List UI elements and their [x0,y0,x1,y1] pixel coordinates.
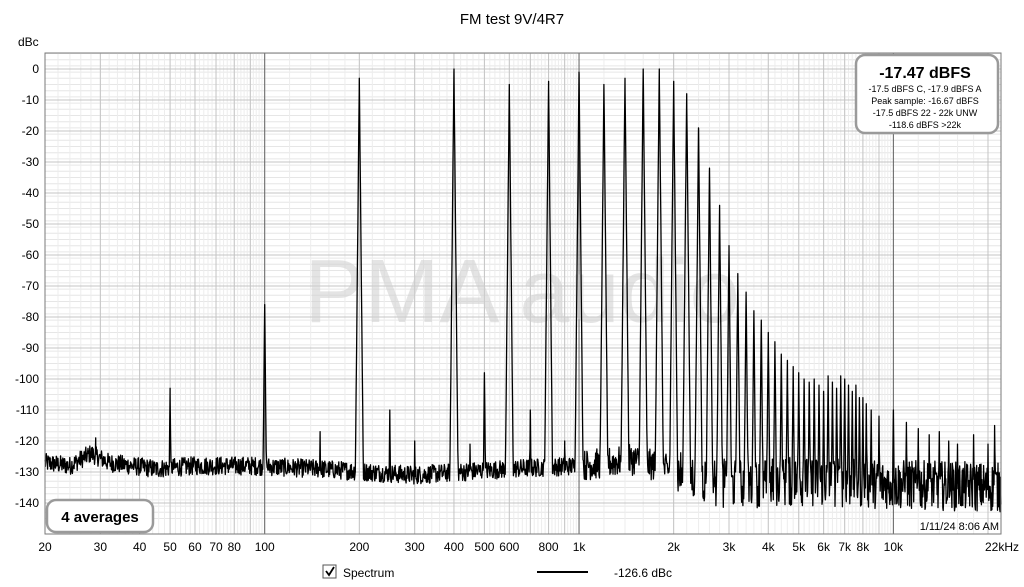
spectrum-series-line [44,68,1002,513]
x-tick-label: 3k [723,540,737,554]
spectrum-checkbox[interactable] [322,564,337,579]
y-tick-label: 0 [32,62,39,76]
level-info-box: -17.47 dBFS -17.5 dBFS C, -17.9 dBFS A P… [854,53,1000,135]
x-tick-label: 80 [228,540,242,554]
x-tick-label: 30 [94,540,108,554]
y-tick-labels: 0 -10 -20 -30 -40 -50 -60 -70 -80 -90 -100 -110 -120… [15,62,39,510]
x-tick-label: 40 [133,540,147,554]
x-tick-label: 100 [255,540,275,554]
y-tick-label: -20 [22,124,40,138]
y-tick-label: -140 [15,496,39,510]
y-tick-label: -60 [22,248,40,262]
x-tick-label: 7k [838,540,852,554]
legend: Spectrum -126.6 dBc [322,564,672,580]
x-tick-label: 600 [499,540,519,554]
y-tick-label: -80 [22,310,40,324]
y-tick-label: -10 [22,93,40,107]
y-tick-label: -130 [15,465,39,479]
check-icon [325,566,335,577]
chart-title: FM test 9V/4R7 [460,11,564,28]
y-tick-label: -50 [22,217,40,231]
y-tick-label: -40 [22,186,40,200]
averages-box: 4 averages [45,498,155,534]
series-layer [44,68,1002,513]
legend-value: -126.6 dBc [614,566,672,580]
level-line-4: -118.6 dBFS >22k [889,120,962,130]
checkbox-box[interactable] [322,564,337,579]
level-line-2: Peak sample: -16.67 dBFS [871,96,979,106]
x-tick-label: 200 [349,540,369,554]
x-tick-label: 5k [792,540,806,554]
x-tick-label: 70 [209,540,223,554]
x-tick-label: 60 [188,540,202,554]
level-main-readout: -17.47 dBFS [879,65,971,82]
y-axis-unit-label: dBc [18,35,39,49]
y-tick-label: -70 [22,279,40,293]
x-tick-label: 50 [163,540,177,554]
x-tick-label: 500 [474,540,494,554]
x-tick-label: 22kHz [985,540,1019,554]
x-tick-label: 300 [405,540,425,554]
y-tick-label: -90 [22,341,40,355]
x-tick-label: 400 [444,540,464,554]
x-tick-label: 6k [817,540,831,554]
timestamp-label: 1/11/24 8:06 AM [920,521,999,533]
x-tick-label: 800 [539,540,559,554]
x-tick-label: 20 [38,540,52,554]
level-info-frame [854,53,1000,135]
watermark: PMA audio [304,242,739,342]
y-tick-label: -30 [22,155,40,169]
averages-frame [45,498,155,534]
x-tick-label: 1k [573,540,587,554]
level-line-1: -17.5 dBFS C, -17.9 dBFS A [868,84,981,94]
averages-label: 4 averages [61,509,139,526]
plot-frame [44,52,1002,535]
y-tick-label: -100 [15,372,39,386]
y-tick-label: -120 [15,434,39,448]
y-tick-label: -110 [16,403,39,417]
x-tick-label: 10k [884,540,904,554]
x-tick-label: 2k [667,540,681,554]
x-tick-label: 4k [762,540,776,554]
x-tick-labels: 20 30 40 50 60 70 80 100 200 300 400 500 600 800 1k 2k 3… [38,540,1019,554]
level-line-3: -17.5 dBFS 22 - 22k UNW [873,108,978,118]
x-tick-label: 8k [857,540,871,554]
legend-series-label: Spectrum [343,566,394,580]
